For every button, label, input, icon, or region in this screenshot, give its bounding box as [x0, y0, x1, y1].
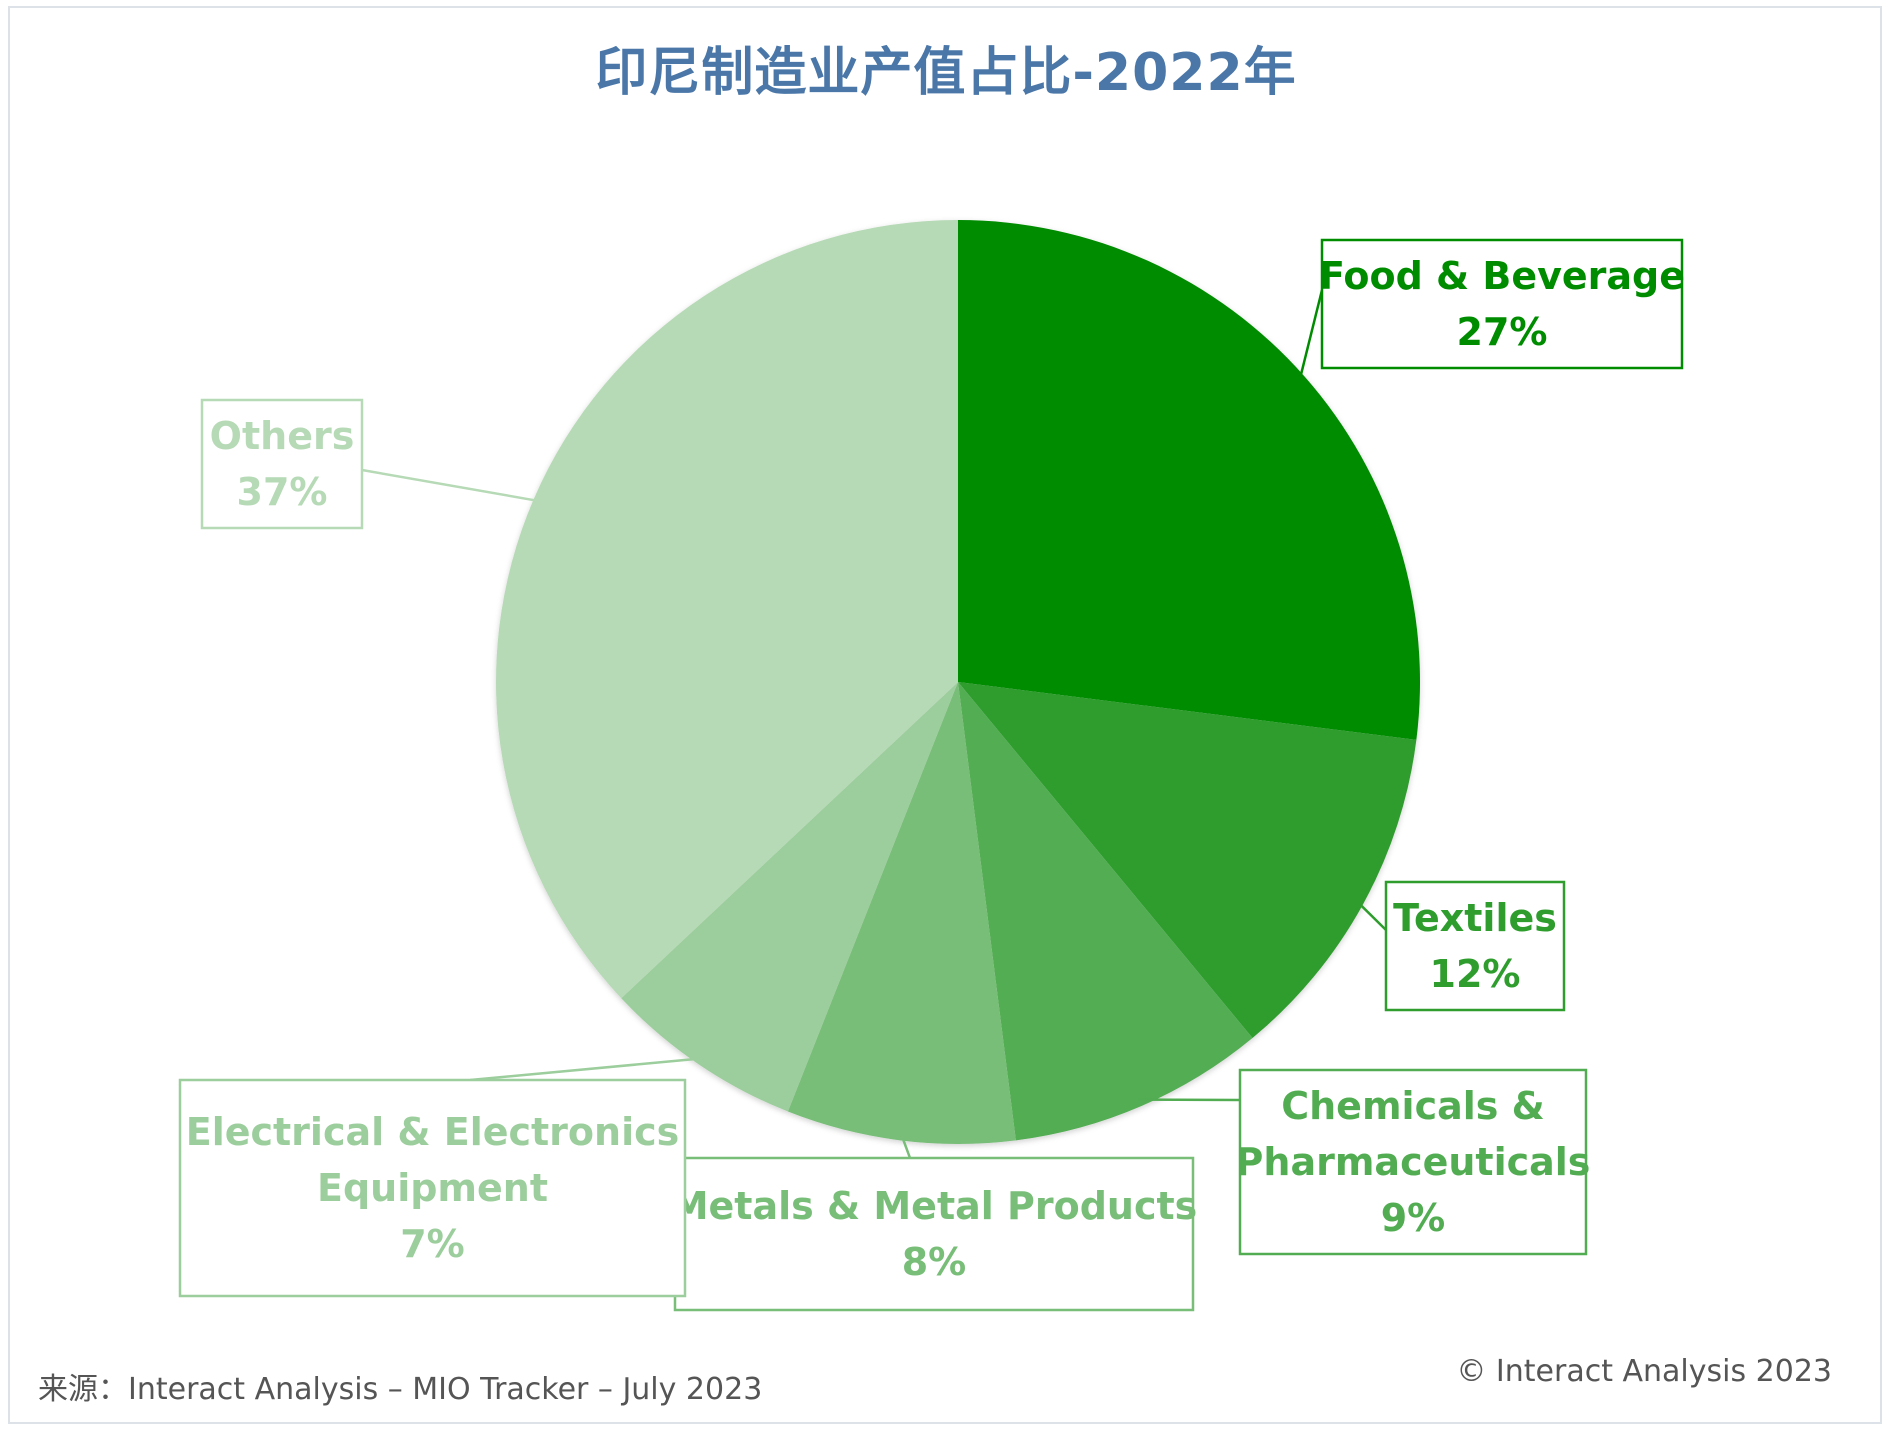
chart-title: 印尼制造业产值占比-2022年 — [595, 43, 1297, 103]
callout-box-textiles — [1384, 880, 1566, 1012]
pie-slices — [496, 220, 1421, 1145]
copyright-note: © Interact Analysis 2023 — [1456, 1354, 1832, 1389]
pie-slice-metals-and-metal-products — [787, 682, 1016, 1145]
pie-slice-food-and-beverage — [958, 220, 1421, 740]
callout-box-chemicals-and-pharmaceuticals — [1238, 1068, 1588, 1256]
callout-box-food-and-beverage — [1320, 238, 1684, 370]
callout-leader-textiles — [1355, 900, 1387, 931]
slice-name-label-textiles: Textiles — [1393, 896, 1557, 940]
slice-name-label-food-and-beverage: Food & Beverage — [1319, 254, 1685, 298]
callout-box-metals-and-metal-products — [673, 1156, 1195, 1312]
callout-box-others — [200, 398, 364, 530]
slice-name-label-chemicals-and-pharmaceuticals: Pharmaceuticals — [1236, 1140, 1591, 1184]
pie-slice-chemicals-and-pharmaceuticals — [958, 682, 1253, 1141]
callout-box-electrical-and-electronics-equipment — [178, 1078, 687, 1298]
slice-name-label-electrical-and-electronics-equipment: Electrical & Electronics — [186, 1110, 680, 1154]
slice-value-label-textiles: 12% — [1430, 952, 1521, 996]
pie-callouts: Food & Beverage 27% Textiles 12% Chemicals &… — [178, 238, 1685, 1312]
callout-leader-others — [361, 468, 541, 503]
pie-slice-others — [496, 220, 958, 999]
pie-slice-electrical-and-electronics-equipment — [621, 682, 958, 1112]
pie-slice-textiles — [958, 682, 1417, 1038]
slice-name-label-metals-and-metal-products: Metals & Metal Products — [671, 1184, 1198, 1228]
slice-value-label-electrical-and-electronics-equipment: 7% — [400, 1222, 465, 1266]
slice-value-label-others: 37% — [237, 470, 328, 514]
callout-leader-metals-and-metal-products — [899, 1133, 912, 1159]
slice-name-label-chemicals-and-pharmaceuticals: Chemicals & — [1281, 1084, 1545, 1128]
source-note: 来源：Interact Analysis – MIO Tracker – Jul… — [38, 1372, 763, 1407]
callout-leader-electrical-and-electronics-equipment — [469, 1057, 703, 1082]
slice-name-label-electrical-and-electronics-equipment: Equipment — [317, 1166, 548, 1210]
callout-leader-food-and-beverage — [1298, 289, 1324, 382]
slice-value-label-metals-and-metal-products: 8% — [902, 1240, 967, 1284]
slice-value-label-food-and-beverage: 27% — [1457, 310, 1548, 354]
slice-value-label-chemicals-and-pharmaceuticals: 9% — [1381, 1196, 1446, 1240]
slice-name-label-others: Others — [210, 414, 355, 458]
